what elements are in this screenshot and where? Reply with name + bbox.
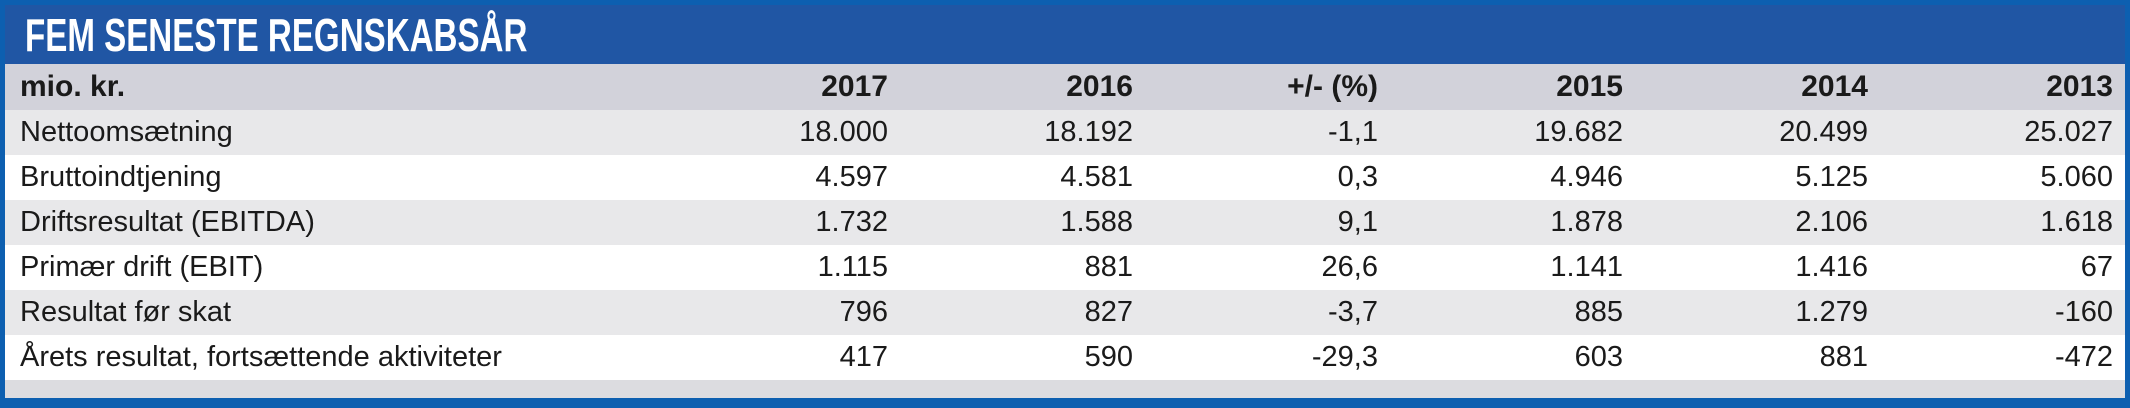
column-header-2017: 2017	[821, 70, 888, 103]
column-header-2016: 2016	[1066, 70, 1133, 103]
cell-2015: 4.946	[1550, 161, 1623, 193]
unit-label: mio. kr.	[20, 70, 126, 103]
cell-2017: 417	[839, 341, 888, 373]
cell-2014: 1.279	[1795, 296, 1868, 328]
row-label: Bruttoindtjening	[20, 161, 222, 193]
row-label: Driftsresultat (EBITDA)	[20, 206, 315, 238]
cell-2015: 1.141	[1550, 251, 1623, 283]
table-row: Årets resultat, fortsættende aktiviteter…	[5, 335, 2125, 380]
cell-2014: 20.499	[1779, 116, 1868, 148]
cell-2016: 4.581	[1060, 161, 1133, 193]
cell-2015: 1.878	[1550, 206, 1623, 238]
cell-2013: -160	[2054, 296, 2113, 328]
cell-2017: 1.732	[815, 206, 888, 238]
cell-pct-change: 9,1	[1337, 206, 1378, 238]
cell-2015: 603	[1574, 341, 1623, 373]
column-header-2014: 2014	[1801, 70, 1868, 103]
cell-pct-change: 26,6	[1321, 251, 1378, 283]
cell-2017: 4.597	[815, 161, 888, 193]
column-header-2015: 2015	[1556, 70, 1623, 103]
cell-2013: -472	[2054, 341, 2113, 373]
table-row: Nettoomsætning 18.000 18.192 -1,1 19.682…	[5, 110, 2125, 155]
column-header-2013: 2013	[2046, 70, 2113, 103]
cell-2015: 885	[1574, 296, 1623, 328]
row-label: Nettoomsætning	[20, 116, 233, 148]
row-label: Primær drift (EBIT)	[20, 251, 264, 283]
title-bar: FEM SENESTE REGNSKABSÅR	[5, 5, 2125, 64]
cell-2016: 881	[1084, 251, 1133, 283]
cell-2017: 18.000	[799, 116, 888, 148]
column-header-pct-change: +/- (%)	[1287, 70, 1378, 103]
cell-2013: 5.060	[2040, 161, 2113, 193]
cell-2013: 1.618	[2040, 206, 2113, 238]
cell-2016: 827	[1084, 296, 1133, 328]
cell-2014: 1.416	[1795, 251, 1868, 283]
cell-pct-change: -3,7	[1328, 296, 1378, 328]
cell-2016: 590	[1084, 341, 1133, 373]
cell-2014: 2.106	[1795, 206, 1868, 238]
cell-2013: 67	[2080, 251, 2113, 283]
cell-pct-change: -29,3	[1311, 341, 1378, 373]
cell-2014: 881	[1819, 341, 1868, 373]
cell-pct-change: -1,1	[1328, 116, 1378, 148]
table-header-row: mio. kr. 2017 2016 +/- (%) 2015 2014 201…	[5, 64, 2125, 110]
cell-2017: 1.115	[817, 251, 888, 283]
table-row: Bruttoindtjening 4.597 4.581 0,3 4.946 5…	[5, 155, 2125, 200]
cell-2016: 1.588	[1060, 206, 1133, 238]
cell-2013: 25.027	[2024, 116, 2113, 148]
bottom-accent-bar	[5, 398, 2125, 408]
table-footer-spacer	[5, 380, 2125, 398]
table-row: Resultat før skat 796 827 -3,7 885 1.279…	[5, 290, 2125, 335]
cell-2016: 18.192	[1044, 116, 1133, 148]
cell-2014: 5.125	[1795, 161, 1868, 193]
cell-2017: 796	[839, 296, 888, 328]
cell-pct-change: 0,3	[1337, 161, 1378, 193]
panel-title: FEM SENESTE REGNSKABSÅR	[25, 8, 528, 61]
cell-2015: 19.682	[1534, 116, 1623, 148]
table-row: Primær drift (EBIT) 1.115 881 26,6 1.141…	[5, 245, 2125, 290]
row-label: Årets resultat, fortsættende aktiviteter	[20, 341, 502, 373]
table-row: Driftsresultat (EBITDA) 1.732 1.588 9,1 …	[5, 200, 2125, 245]
row-label: Resultat før skat	[20, 296, 232, 328]
